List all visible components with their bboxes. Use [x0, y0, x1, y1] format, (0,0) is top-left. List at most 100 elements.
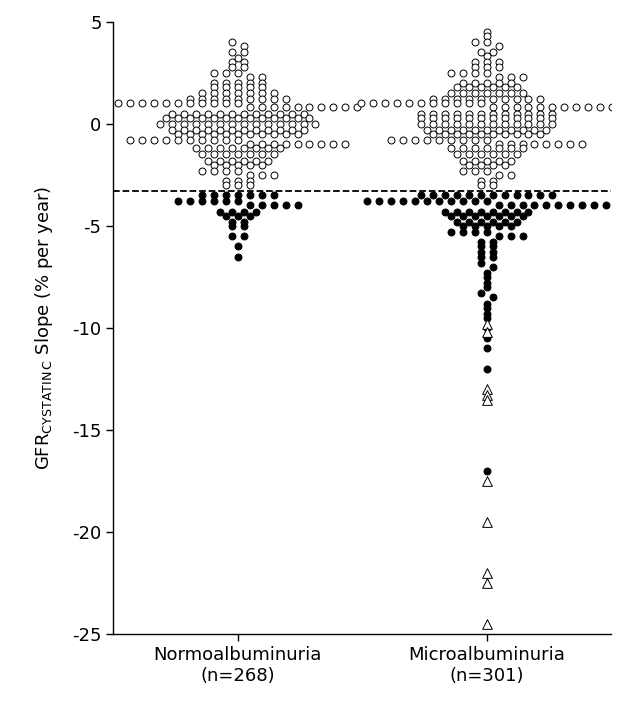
- Point: [493, 71, 503, 82]
- Point: [481, 278, 491, 289]
- Point: [458, 87, 468, 99]
- Point: [464, 190, 474, 201]
- Point: [464, 81, 474, 93]
- Point: [268, 200, 278, 211]
- Point: [536, 118, 546, 130]
- Point: [452, 149, 462, 160]
- Point: [221, 97, 231, 109]
- Point: [161, 134, 171, 146]
- Point: [524, 112, 534, 123]
- Point: [559, 102, 570, 113]
- Point: [481, 302, 491, 314]
- Point: [209, 128, 219, 140]
- Point: [287, 124, 297, 136]
- Point: [263, 118, 273, 130]
- Point: [185, 128, 195, 140]
- Point: [500, 190, 510, 201]
- Point: [167, 124, 177, 136]
- Point: [227, 124, 237, 136]
- Point: [292, 128, 302, 140]
- Point: [481, 298, 491, 309]
- Point: [481, 195, 491, 207]
- Point: [470, 61, 480, 72]
- Point: [299, 107, 309, 119]
- Point: [239, 143, 249, 154]
- Point: [481, 308, 491, 319]
- Point: [505, 143, 515, 154]
- Point: [185, 97, 195, 109]
- Point: [493, 169, 503, 180]
- Point: [392, 97, 402, 109]
- Point: [185, 134, 195, 146]
- Point: [221, 94, 231, 105]
- Point: [209, 67, 219, 79]
- Point: [452, 94, 462, 105]
- Point: [452, 216, 462, 228]
- Point: [155, 118, 165, 130]
- Point: [233, 159, 243, 170]
- Point: [203, 124, 213, 136]
- Point: [221, 210, 231, 221]
- Point: [244, 159, 255, 170]
- Point: [197, 195, 207, 207]
- Point: [583, 102, 593, 113]
- Point: [416, 112, 426, 123]
- Point: [476, 288, 486, 299]
- Point: [493, 138, 503, 150]
- Point: [536, 102, 546, 113]
- Point: [470, 226, 480, 238]
- Point: [173, 97, 183, 109]
- Point: [488, 247, 498, 258]
- Point: [488, 291, 498, 303]
- Point: [488, 261, 498, 273]
- Point: [256, 71, 266, 82]
- Point: [470, 134, 480, 146]
- Point: [227, 143, 237, 154]
- Point: [244, 128, 255, 140]
- Point: [203, 118, 213, 130]
- Point: [547, 190, 558, 201]
- Point: [493, 124, 503, 136]
- Point: [209, 81, 219, 93]
- Point: [505, 169, 515, 180]
- Point: [275, 118, 285, 130]
- Point: [446, 195, 456, 207]
- Point: [416, 107, 426, 119]
- Point: [481, 384, 491, 395]
- Point: [458, 226, 468, 238]
- Point: [470, 124, 480, 136]
- Point: [481, 567, 491, 579]
- Point: [452, 128, 462, 140]
- Point: [268, 169, 278, 180]
- Point: [601, 200, 611, 211]
- Point: [541, 124, 551, 136]
- Point: [440, 128, 450, 140]
- Point: [488, 251, 498, 262]
- Point: [227, 231, 237, 242]
- Point: [470, 155, 480, 167]
- Point: [233, 81, 243, 93]
- Point: [227, 107, 237, 119]
- Point: [268, 102, 278, 113]
- Point: [536, 190, 546, 201]
- Point: [209, 149, 219, 160]
- Point: [233, 190, 243, 201]
- Point: [209, 97, 219, 109]
- Point: [481, 61, 491, 72]
- Point: [256, 138, 266, 150]
- Point: [380, 97, 390, 109]
- Point: [304, 112, 314, 123]
- Point: [227, 220, 237, 231]
- Point: [434, 195, 444, 207]
- Point: [500, 112, 510, 123]
- Point: [173, 134, 183, 146]
- Point: [541, 200, 551, 211]
- Point: [505, 200, 515, 211]
- Point: [481, 312, 491, 324]
- Point: [244, 200, 255, 211]
- Point: [221, 159, 231, 170]
- Point: [476, 180, 486, 191]
- Point: [239, 231, 249, 242]
- Point: [488, 81, 498, 93]
- Point: [149, 134, 159, 146]
